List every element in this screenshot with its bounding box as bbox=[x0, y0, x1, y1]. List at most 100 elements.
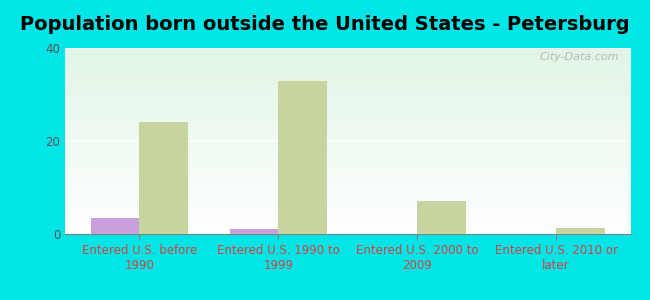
Bar bbox=[65, 70, 630, 72]
Bar bbox=[65, 161, 630, 163]
Bar bbox=[65, 221, 630, 223]
Bar bbox=[278, 80, 327, 234]
Bar bbox=[65, 178, 630, 180]
Bar bbox=[65, 165, 630, 167]
Bar bbox=[65, 65, 630, 67]
Text: Population born outside the United States - Petersburg: Population born outside the United State… bbox=[20, 15, 630, 34]
Bar bbox=[65, 50, 630, 52]
Bar bbox=[65, 143, 630, 145]
Bar bbox=[65, 232, 630, 234]
Text: City-Data.com: City-Data.com bbox=[540, 52, 619, 62]
Bar bbox=[65, 193, 630, 195]
Bar bbox=[65, 195, 630, 197]
Bar bbox=[65, 72, 630, 74]
Bar bbox=[65, 83, 630, 85]
Bar bbox=[65, 115, 630, 117]
Bar bbox=[65, 61, 630, 63]
Bar bbox=[65, 208, 630, 210]
Bar bbox=[65, 100, 630, 102]
Bar bbox=[65, 150, 630, 152]
Bar bbox=[65, 76, 630, 78]
Bar bbox=[65, 180, 630, 182]
Bar bbox=[91, 218, 139, 234]
Bar bbox=[65, 191, 630, 193]
Bar bbox=[229, 229, 278, 234]
Bar bbox=[139, 122, 188, 234]
Bar bbox=[65, 63, 630, 65]
Bar bbox=[65, 57, 630, 59]
Bar bbox=[65, 202, 630, 204]
Bar bbox=[65, 160, 630, 161]
Bar bbox=[65, 106, 630, 107]
Bar bbox=[65, 94, 630, 96]
Bar bbox=[65, 67, 630, 68]
Bar bbox=[65, 122, 630, 124]
Bar bbox=[65, 184, 630, 186]
Bar bbox=[65, 89, 630, 91]
Bar bbox=[65, 111, 630, 113]
Bar bbox=[65, 59, 630, 61]
Bar bbox=[65, 102, 630, 104]
Bar bbox=[65, 117, 630, 119]
Bar bbox=[65, 147, 630, 148]
Bar bbox=[65, 130, 630, 132]
Bar bbox=[65, 121, 630, 122]
Bar bbox=[65, 212, 630, 214]
Bar bbox=[65, 54, 630, 56]
Bar bbox=[65, 214, 630, 215]
Bar bbox=[65, 141, 630, 143]
Bar bbox=[556, 228, 604, 234]
Bar bbox=[65, 52, 630, 54]
Bar bbox=[65, 167, 630, 169]
Bar bbox=[65, 225, 630, 226]
Bar bbox=[65, 135, 630, 137]
Bar bbox=[65, 210, 630, 212]
Bar bbox=[65, 126, 630, 128]
Bar bbox=[65, 80, 630, 82]
Bar bbox=[65, 78, 630, 80]
Bar bbox=[65, 56, 630, 57]
Bar bbox=[65, 171, 630, 172]
Bar bbox=[65, 199, 630, 200]
Bar bbox=[65, 223, 630, 225]
Bar bbox=[65, 137, 630, 139]
Bar bbox=[65, 182, 630, 184]
Bar bbox=[65, 158, 630, 160]
Bar bbox=[65, 197, 630, 199]
Bar bbox=[278, 80, 327, 234]
Bar bbox=[65, 217, 630, 219]
Bar bbox=[65, 148, 630, 150]
Bar bbox=[65, 74, 630, 76]
Bar bbox=[65, 134, 630, 135]
Bar bbox=[65, 219, 630, 221]
Bar bbox=[65, 98, 630, 100]
Bar bbox=[65, 48, 630, 50]
Bar bbox=[91, 218, 139, 234]
Bar bbox=[65, 152, 630, 154]
Bar bbox=[65, 154, 630, 156]
Bar bbox=[65, 93, 630, 94]
Bar bbox=[65, 189, 630, 191]
Bar bbox=[65, 169, 630, 171]
Bar bbox=[65, 124, 630, 126]
Bar bbox=[65, 176, 630, 178]
Bar bbox=[65, 186, 630, 188]
Bar bbox=[65, 85, 630, 87]
Bar bbox=[65, 96, 630, 98]
Bar bbox=[556, 228, 604, 234]
Bar bbox=[65, 119, 630, 121]
Bar bbox=[65, 139, 630, 141]
Bar bbox=[65, 82, 630, 83]
Bar bbox=[65, 107, 630, 110]
Bar bbox=[65, 110, 630, 111]
Bar bbox=[65, 156, 630, 158]
Bar bbox=[65, 175, 630, 176]
Bar bbox=[65, 200, 630, 202]
Bar bbox=[65, 132, 630, 134]
Bar bbox=[65, 226, 630, 228]
Bar bbox=[65, 230, 630, 232]
Bar bbox=[65, 204, 630, 206]
Bar bbox=[65, 172, 630, 175]
Bar bbox=[65, 215, 630, 217]
Bar bbox=[139, 122, 188, 234]
